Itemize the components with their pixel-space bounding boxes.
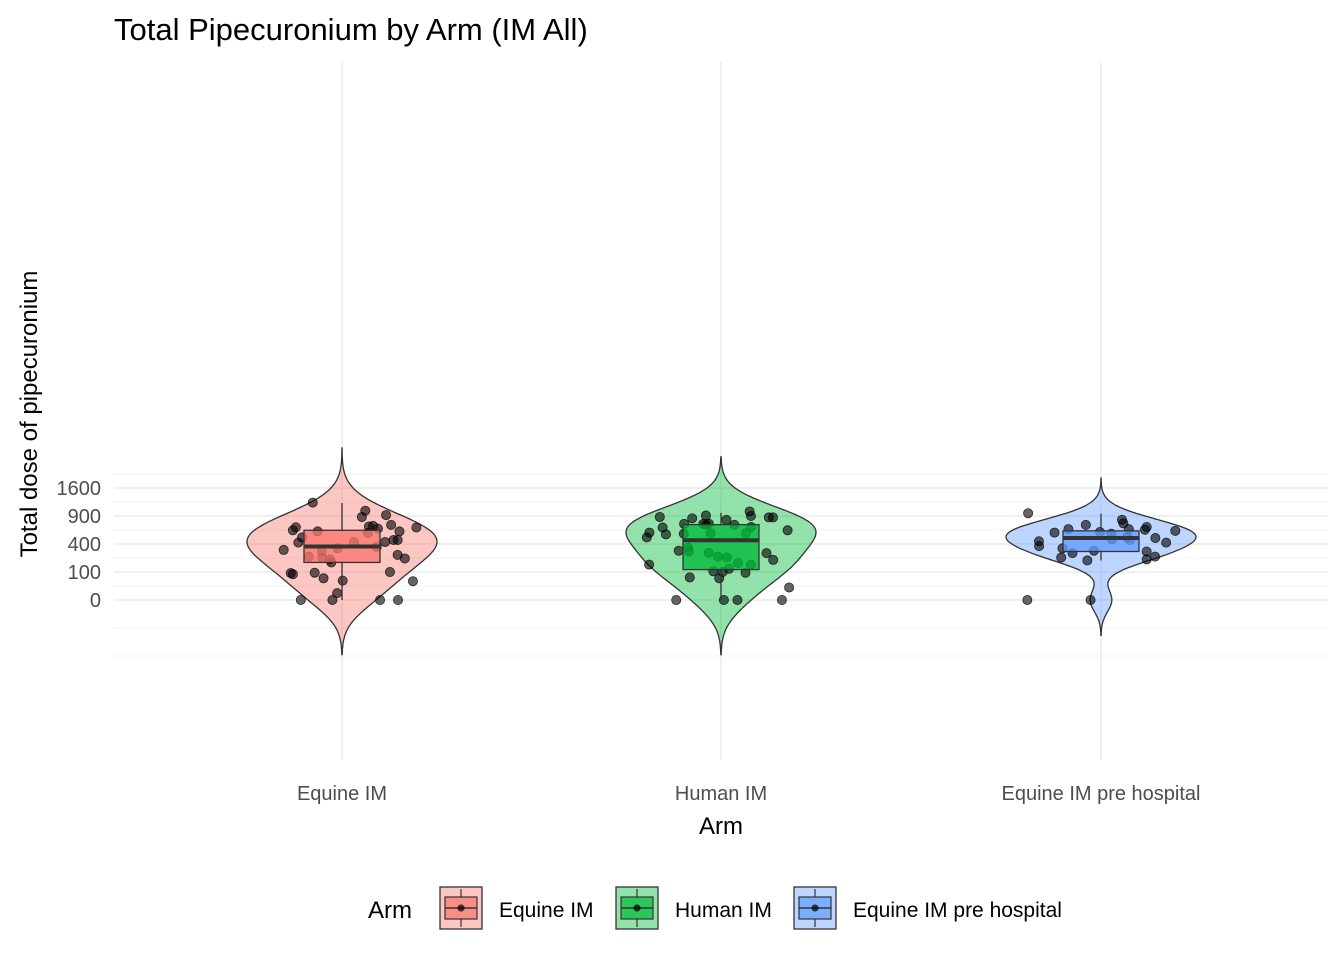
box-3 [1062,530,1140,553]
data-point [673,545,684,556]
data-point [654,511,665,522]
data-point [393,595,404,606]
data-point [388,534,399,545]
y-tick-label: 400 [68,534,101,556]
data-point [721,514,732,525]
data-point [1085,595,1096,606]
data-point [1139,524,1150,535]
legend-key-point [811,904,819,912]
data-point [761,548,772,559]
data-point [290,522,301,533]
data-point [285,568,296,579]
y-tick-label: 900 [68,506,101,528]
data-point [337,575,348,586]
data-point [309,567,320,578]
legend-key-point [633,904,641,912]
y-tick-label: 100 [68,562,101,584]
data-point [1082,555,1093,566]
data-point [1161,537,1172,548]
data-point [767,512,778,523]
data-point [1150,533,1161,544]
legend-label: Equine IM pre hospital [853,899,1062,922]
data-point [384,567,395,578]
data-point [278,544,289,555]
data-point [356,511,367,522]
data-point [1170,525,1181,536]
grid [114,62,1328,760]
y-tick-label: 1600 [57,478,102,500]
data-point [318,573,329,584]
data-point [1150,551,1161,562]
y-axis-title: Total dose of pipecuronium [16,271,43,558]
data-point [381,510,392,521]
data-point [293,537,304,548]
legend-label: Equine IM [499,899,594,922]
data-point [327,595,338,606]
box-2 [682,523,760,571]
x-tick-labels: Equine IM Human IM Equine IM pre hospital [297,783,1201,805]
jitter-points [278,497,1181,606]
data-point [732,595,743,606]
data-point [1034,541,1045,552]
data-point [782,525,793,536]
data-point [295,595,306,606]
legend-title: Arm [368,897,412,924]
x-tick-label: Equine IM pre hospital [1001,783,1200,805]
data-point [776,595,787,606]
chart-title: Total Pipecuronium by Arm (IM All) [114,12,588,47]
data-point [684,572,695,583]
y-tick-label: 0 [90,590,101,612]
x-tick-label: Human IM [675,783,767,805]
legend: Arm Equine IM Human IM Equine IM pre hospit… [368,886,1062,930]
data-point [307,497,318,508]
data-point [768,554,779,565]
data-point [745,510,756,521]
legend-item: Human IM [615,886,772,930]
data-point [386,519,397,530]
data-point [1080,519,1091,530]
data-point [375,595,386,606]
data-point [411,522,422,533]
data-point [394,526,405,537]
data-point [644,559,655,570]
data-point [1049,527,1060,538]
x-axis-title: Arm [699,813,743,840]
data-point [407,576,418,587]
y-tick-labels: 0 100 400 900 1600 [57,478,102,612]
data-point [392,549,403,560]
data-point [687,513,698,524]
x-tick-label: Equine IM [297,783,387,805]
data-point [784,582,795,593]
data-point [641,532,652,543]
data-point [1056,552,1067,563]
data-point [714,573,725,584]
data-point [660,529,671,540]
data-point [1023,508,1034,519]
legend-label: Human IM [675,899,772,922]
boxplots [303,503,1140,600]
legend-key-point [457,904,465,912]
data-point [1141,554,1152,565]
data-point [380,536,391,547]
legend-item: Equine IM [439,886,594,930]
data-point [1022,595,1033,606]
data-point [671,595,682,606]
legend-item: Equine IM pre hospital [793,886,1062,930]
